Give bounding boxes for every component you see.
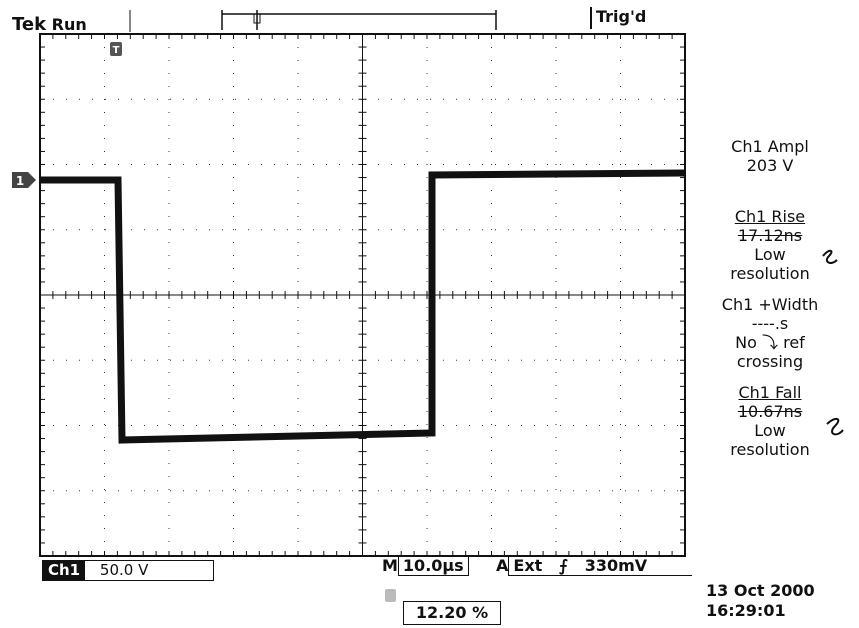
ch1-scale-readout[interactable]: Ch1 50.0 V xyxy=(42,560,214,581)
channel1-marker-icon: 1 xyxy=(12,172,36,188)
ampl-value: 203 V xyxy=(746,156,794,175)
rise-label: Ch1 Rise xyxy=(734,207,806,226)
ch1-waveform xyxy=(40,169,686,444)
trigger-marker-icon: T xyxy=(110,42,122,56)
measurement-rise[interactable]: Ch1 Rise 17.12ns Low resolution xyxy=(690,207,850,283)
svg-text:T: T xyxy=(113,45,120,56)
trigger-prefix: A xyxy=(496,556,509,575)
ch1-scale-value: 50.0 V xyxy=(99,561,149,579)
horizontal-position-readout[interactable]: 12.20 % xyxy=(403,601,501,625)
datetime-readout: 13 Oct 2000 16:29:01 xyxy=(706,581,815,621)
measurement-width[interactable]: Ch1 +Width ----.s No ⤵ ref crossing xyxy=(690,295,850,371)
trigger-readout[interactable]: A Ext ⨍ 330mV xyxy=(496,556,693,576)
graticule: T 1 xyxy=(12,33,686,557)
ch1-tag: Ch1 xyxy=(43,561,86,580)
width-label: Ch1 +Width xyxy=(721,295,819,314)
measurement-panel: Ch1 Ampl 203 V Ch1 Rise 17.12ns Low reso… xyxy=(690,137,850,471)
fall-value: 10.67ns xyxy=(737,402,803,421)
trigger-status: Trig'd xyxy=(590,7,646,29)
fall-note: Low resolution xyxy=(730,421,810,459)
svg-text:1: 1 xyxy=(16,174,24,188)
timebase-value: 10.0µs xyxy=(397,555,469,576)
fall-label: Ch1 Fall xyxy=(738,383,802,402)
width-value: ----.s xyxy=(751,314,789,333)
center-ticks xyxy=(39,33,686,557)
timebase-readout[interactable]: M 10.0µs xyxy=(382,555,469,576)
timebase-prefix: M xyxy=(382,556,398,575)
scope-status: Tek Run xyxy=(12,14,87,35)
trigger-source: Ext xyxy=(513,556,543,575)
measurement-fall[interactable]: Ch1 Fall 10.67ns Low resolution xyxy=(690,383,850,459)
time-value: 16:29:01 xyxy=(706,601,786,620)
rise-value: 17.12ns xyxy=(737,226,803,245)
position-marker-icon xyxy=(385,589,396,602)
rise-note: Low resolution xyxy=(730,245,810,283)
handwritten-marks xyxy=(822,249,844,436)
brand-label: Tek xyxy=(12,14,47,35)
trigger-level: 330mV xyxy=(584,556,648,575)
date-value: 13 Oct 2000 xyxy=(706,581,815,600)
run-state-label: Run xyxy=(51,15,87,34)
ampl-label: Ch1 Ampl xyxy=(731,137,809,156)
trigger-slope-icon: ⨍ xyxy=(559,556,569,575)
measurement-ampl[interactable]: Ch1 Ampl 203 V xyxy=(690,137,850,175)
record-indicator xyxy=(129,10,497,32)
width-note: No ⤵ ref crossing xyxy=(735,333,805,371)
